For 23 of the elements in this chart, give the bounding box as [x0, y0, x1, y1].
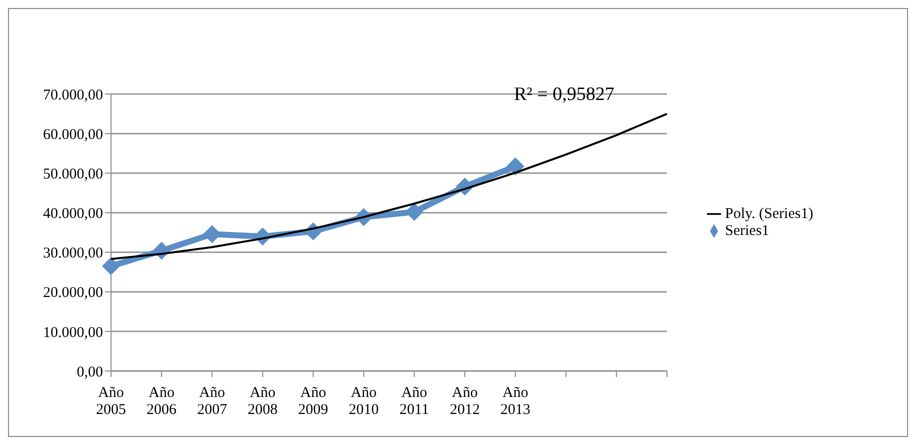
x-tick-label: Año 2011 [400, 385, 429, 418]
point [506, 157, 524, 176]
x-tick-label: Año 2009 [298, 385, 328, 418]
x-tick-label: Año 2013 [500, 385, 530, 418]
y-tick-label: 0,00 [76, 364, 103, 380]
annotation: R² = 0,95827 [514, 84, 614, 106]
y-tick-label: 30.000,00 [43, 246, 103, 262]
x-tick-label: Año 2010 [348, 385, 379, 418]
point [405, 202, 424, 221]
point [102, 257, 120, 276]
x-tick-label: Año 2012 [450, 385, 480, 418]
legend-label: Series1 [725, 222, 770, 238]
y-tick-label: 10.000,00 [43, 324, 103, 341]
y-tick-label: 50.000,00 [43, 166, 103, 182]
x-tick-label: Año 2006 [146, 385, 178, 418]
y-tick-label: 40.000,00 [43, 206, 103, 222]
x-tick-label: Año 2008 [248, 385, 278, 418]
x-tick-label: Año 2007 [197, 385, 228, 418]
legend-label: Poly. (Series1) [725, 206, 814, 222]
x-tick-label: Año 2005 [96, 385, 126, 418]
y-tick-label: 60.000,00 [43, 126, 103, 143]
y-tick-label: 20.000,00 [43, 285, 103, 302]
y-tick-label: 70.000,00 [43, 87, 103, 104]
